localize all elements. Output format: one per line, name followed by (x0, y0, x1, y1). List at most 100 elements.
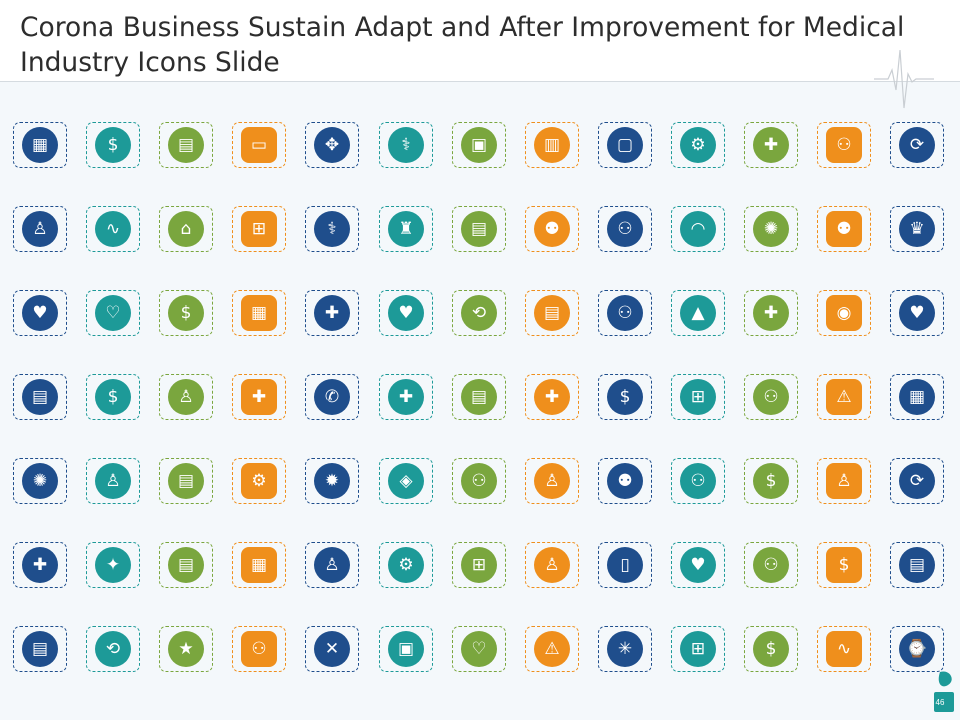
icon-tile: ♜ (379, 206, 433, 252)
icon-tile: ★ (159, 626, 213, 672)
icon-tile: ♙ (86, 458, 140, 504)
icon-tile: ▦ (232, 542, 286, 588)
icon-tile: ⚇ (817, 122, 871, 168)
icon-tile: ⚠ (525, 626, 579, 672)
office-building-icon: ▦ (241, 547, 277, 583)
workflow-chart-icon: ⊞ (461, 547, 497, 583)
document-list-icon: ▤ (461, 379, 497, 415)
icon-tile: ✺ (13, 458, 67, 504)
icon-tile: ✚ (13, 542, 67, 588)
title-divider (0, 81, 960, 82)
icon-tile: ⚇ (671, 458, 725, 504)
doctor-mask-icon: ♙ (95, 463, 131, 499)
cash-notes-icon: ▤ (168, 127, 204, 163)
hospital-building-icon: ▦ (22, 127, 58, 163)
icon-tile: ⚕ (379, 122, 433, 168)
focus-target-icon: ✥ (314, 127, 350, 163)
icon-tile: ✚ (744, 290, 798, 336)
virus-hand-icon: ✺ (753, 211, 789, 247)
icon-tile: ⚙ (671, 122, 725, 168)
standing-person-icon: ♙ (168, 379, 204, 415)
icon-tile: ♡ (86, 290, 140, 336)
icon-tile: ✹ (305, 458, 359, 504)
heartbeat-line-icon (874, 49, 934, 109)
icon-tile: ⟳ (890, 122, 944, 168)
icon-tile: ✚ (525, 374, 579, 420)
icon-tile: ✺ (744, 206, 798, 252)
people-circle-icon: ⚇ (607, 211, 643, 247)
icon-tile: ⚇ (598, 206, 652, 252)
icon-tile: ⌚ (890, 626, 944, 672)
doctors-pair-icon: ♛ (899, 211, 935, 247)
coronavirus-icon: ✹ (314, 463, 350, 499)
icon-tile: ✚ (379, 374, 433, 420)
heart-hand-icon: ♥ (388, 295, 424, 331)
dollar-gear-icon: ⚙ (388, 547, 424, 583)
team-network-icon: ⚇ (826, 127, 862, 163)
icon-tile: ▤ (452, 206, 506, 252)
money-growth-icon: $ (826, 547, 862, 583)
medical-kit-hand-icon: ✚ (753, 127, 789, 163)
alert-triangle-icon: ⚠ (534, 631, 570, 667)
icon-tile: $ (159, 290, 213, 336)
money-bag-icon: $ (168, 295, 204, 331)
icon-tile: ⊞ (671, 374, 725, 420)
icon-tile: ⚇ (452, 458, 506, 504)
medicine-box-icon: ▣ (388, 631, 424, 667)
icon-tile: ▭ (232, 122, 286, 168)
medical-notepad-icon: ▤ (899, 547, 935, 583)
icon-tile: ▦ (13, 122, 67, 168)
icon-tile: ⟲ (86, 626, 140, 672)
icon-tile: $ (598, 374, 652, 420)
growth-chart-icon: ▲ (680, 295, 716, 331)
icon-tile: ∿ (86, 206, 140, 252)
icon-tile: ▤ (159, 122, 213, 168)
family-group-icon: ⚉ (534, 211, 570, 247)
heart-handshake-icon: ♡ (95, 295, 131, 331)
face-mask-icon: ◠ (680, 211, 716, 247)
heart-icon: ♥ (899, 295, 935, 331)
icon-tile: ⊞ (232, 206, 286, 252)
people-network-icon: ⚇ (753, 547, 789, 583)
ecg-screen-icon: ∿ (826, 631, 862, 667)
patient-care-icon: ✚ (534, 379, 570, 415)
surgeon-icon: ♙ (534, 463, 570, 499)
icon-tile: ◈ (379, 458, 433, 504)
rating-group-icon: ★ (168, 631, 204, 667)
icon-tile: ✚ (232, 374, 286, 420)
icon-tile: ⟳ (890, 458, 944, 504)
icon-tile: ✚ (305, 290, 359, 336)
video-call-icon: ▢ (607, 127, 643, 163)
person-cycle-icon: ⟲ (461, 295, 497, 331)
icon-tile: ▤ (13, 626, 67, 672)
icon-tile: ♥ (890, 290, 944, 336)
icon-tile: ⚙ (379, 542, 433, 588)
icon-tile: ⊞ (452, 542, 506, 588)
dollar-gears-icon: ⚙ (241, 463, 277, 499)
cash-stack-icon: $ (753, 631, 789, 667)
icon-tile: ▤ (525, 290, 579, 336)
pill-signal-icon: ◉ (826, 295, 862, 331)
slide-title: Corona Business Sustain Adapt and After … (20, 12, 905, 78)
icon-tile: ✚ (744, 122, 798, 168)
page-number: 46 (935, 698, 945, 707)
icon-tile: ▥ (525, 122, 579, 168)
icon-tile: ♙ (525, 542, 579, 588)
icon-tile: ♙ (817, 458, 871, 504)
team-structure-icon: ⚇ (461, 463, 497, 499)
money-bags-icon: $ (95, 127, 131, 163)
organization-chart-icon: ⊞ (680, 631, 716, 667)
desk-workflow-icon: ⊞ (680, 379, 716, 415)
icon-tile: ✆ (305, 374, 359, 420)
icon-tile: ♥ (379, 290, 433, 336)
gear-search-icon: ⚙ (680, 127, 716, 163)
heart-tools-icon: ✕ (314, 631, 350, 667)
icon-tile: ✕ (305, 626, 359, 672)
icon-tile: ♙ (159, 374, 213, 420)
icon-tile: ▤ (13, 374, 67, 420)
icon-tile: ▤ (890, 542, 944, 588)
idea-report-icon: ✦ (95, 547, 131, 583)
icon-tile: ♙ (305, 542, 359, 588)
online-doctor-icon: ⚕ (314, 211, 350, 247)
icon-tile: ♥ (671, 542, 725, 588)
